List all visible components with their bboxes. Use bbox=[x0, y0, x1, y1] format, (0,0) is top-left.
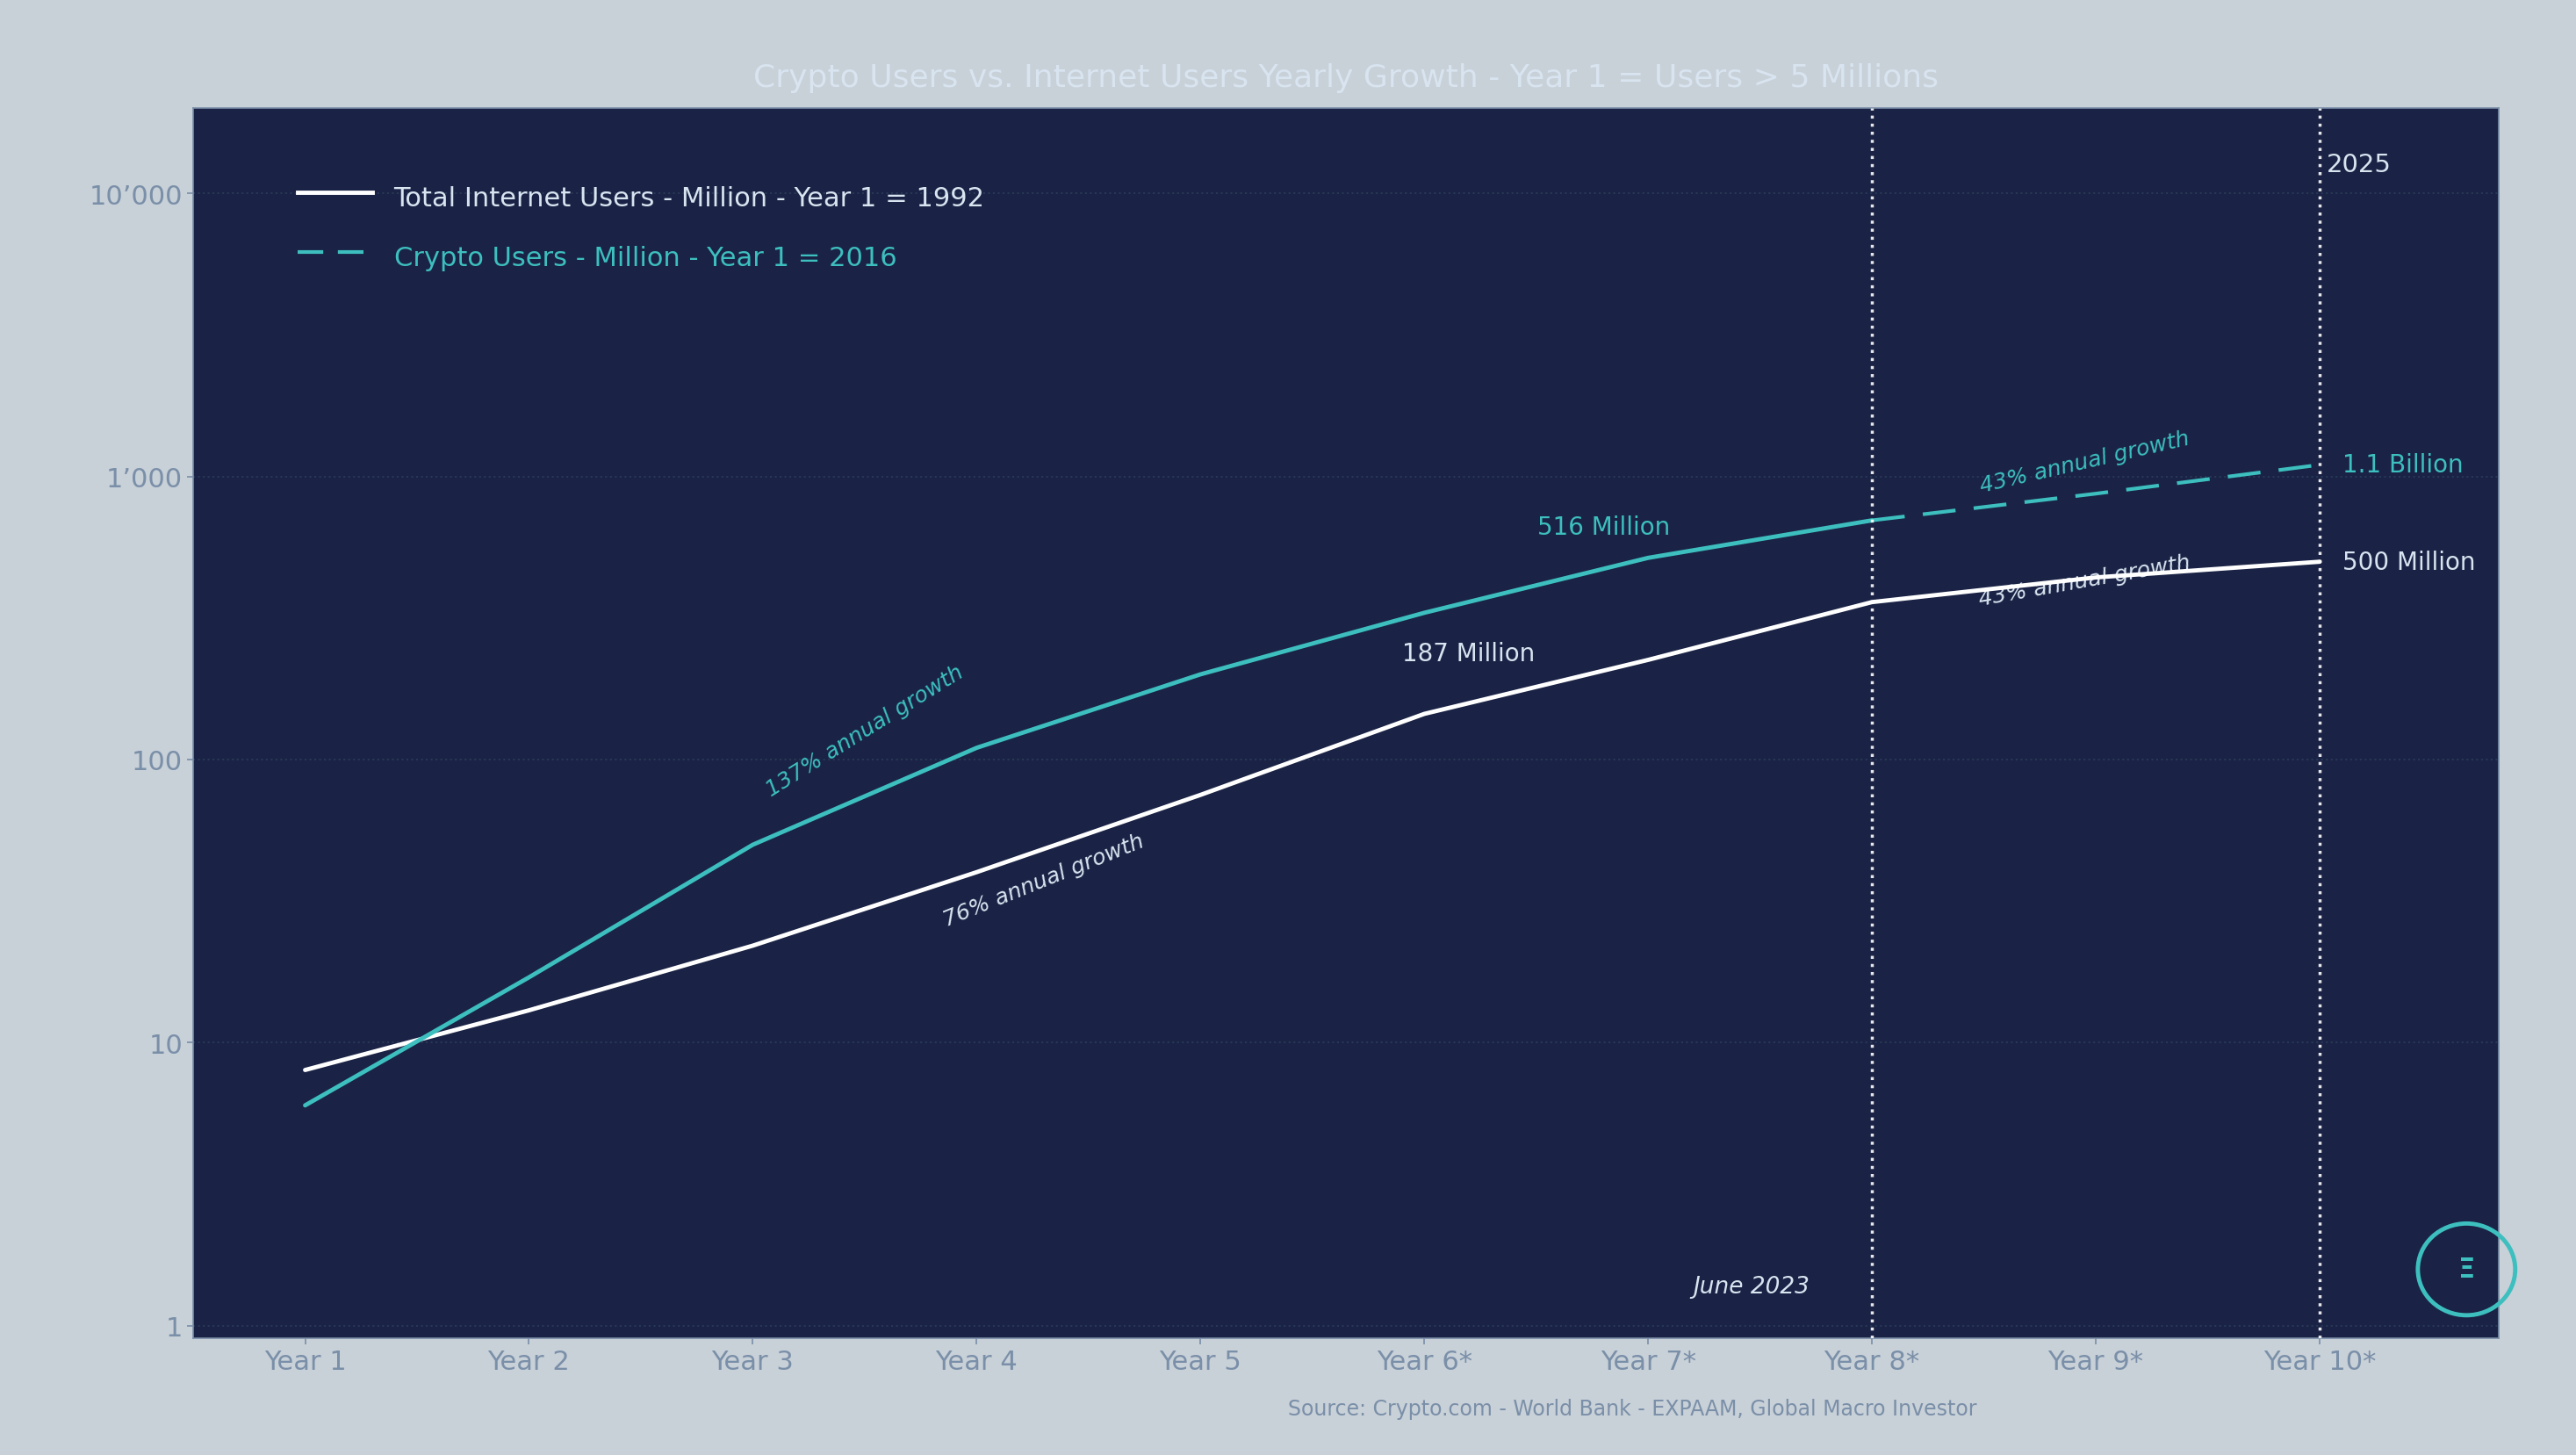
Total Internet Users - Million - Year 1 = 1992 bbox=[1409, 706, 1440, 723]
Text: 43% annual growth: 43% annual growth bbox=[1978, 551, 2192, 610]
Text: 43% annual growth: 43% annual growth bbox=[1978, 428, 2192, 498]
Text: 187 Million: 187 Million bbox=[1401, 642, 1535, 666]
Total Internet Users - Million - Year 1 = 1992 bbox=[289, 1062, 319, 1080]
Text: 137% annual growth: 137% annual growth bbox=[762, 662, 966, 800]
Total Internet Users - Million - Year 1 = 1992 bbox=[2081, 569, 2112, 586]
Crypto Users - Million - Year 1 = 2016 bbox=[2081, 486, 2112, 503]
Line: Crypto Users - Million - Year 1 = 2016: Crypto Users - Million - Year 1 = 2016 bbox=[1873, 466, 2318, 521]
Total Internet Users - Million - Year 1 = 1992 bbox=[1185, 787, 1216, 805]
Total Internet Users - Million - Year 1 = 1992 bbox=[1857, 594, 1888, 611]
Total Internet Users - Million - Year 1 = 1992 bbox=[1633, 652, 1664, 669]
Text: Ξ: Ξ bbox=[2458, 1257, 2476, 1282]
Legend: Total Internet Users - Million - Year 1 = 1992, Crypto Users - Million - Year 1 : Total Internet Users - Million - Year 1 … bbox=[276, 160, 1007, 294]
Text: 500 Million: 500 Million bbox=[2342, 550, 2476, 575]
Text: 516 Million: 516 Million bbox=[1538, 515, 1669, 540]
Crypto Users - Million - Year 1 = 2016 bbox=[1857, 512, 1888, 530]
Crypto Users - Million - Year 1 = 2016 bbox=[2303, 457, 2334, 474]
Title: Crypto Users vs. Internet Users Yearly Growth - Year 1 = Users > 5 Millions: Crypto Users vs. Internet Users Yearly G… bbox=[752, 64, 1940, 93]
Total Internet Users - Million - Year 1 = 1992 bbox=[513, 1002, 544, 1020]
Text: Source: Crypto.com - World Bank - EXPAAM, Global Macro Investor: Source: Crypto.com - World Bank - EXPAAM… bbox=[1288, 1398, 1976, 1419]
Text: 76% annual growth: 76% annual growth bbox=[940, 831, 1146, 930]
Text: June 2023: June 2023 bbox=[1692, 1276, 1808, 1298]
Line: Total Internet Users - Million - Year 1 = 1992: Total Internet Users - Million - Year 1 … bbox=[304, 562, 2318, 1071]
Total Internet Users - Million - Year 1 = 1992 bbox=[737, 937, 768, 954]
Total Internet Users - Million - Year 1 = 1992 bbox=[961, 864, 992, 882]
Total Internet Users - Million - Year 1 = 1992 bbox=[2303, 553, 2334, 570]
Text: 2025: 2025 bbox=[2326, 153, 2391, 178]
Text: 1.1 Billion: 1.1 Billion bbox=[2342, 453, 2463, 477]
